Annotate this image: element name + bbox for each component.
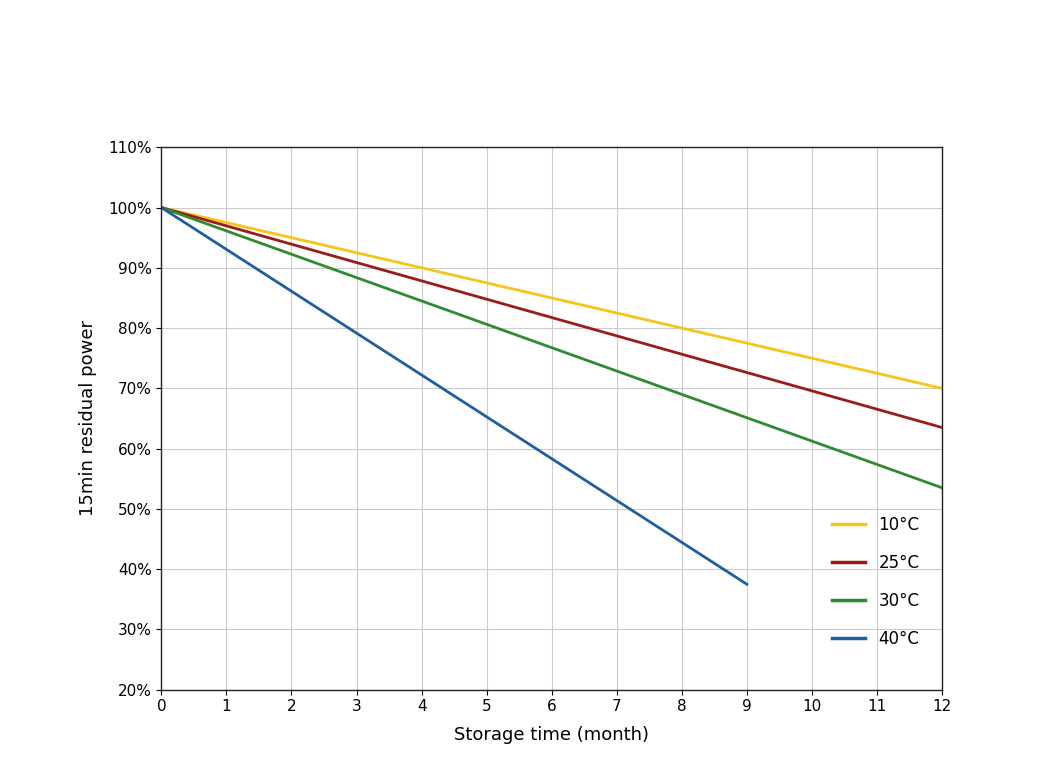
X-axis label: Storage time (month): Storage time (month) bbox=[454, 725, 650, 743]
Text: Relation curve between 15min residual power and storage time: Relation curve between 15min residual po… bbox=[170, 68, 871, 87]
Y-axis label: 15min residual power: 15min residual power bbox=[79, 321, 97, 516]
Legend: 10°C, 25°C, 30°C, 40°C: 10°C, 25°C, 30°C, 40°C bbox=[824, 509, 925, 654]
